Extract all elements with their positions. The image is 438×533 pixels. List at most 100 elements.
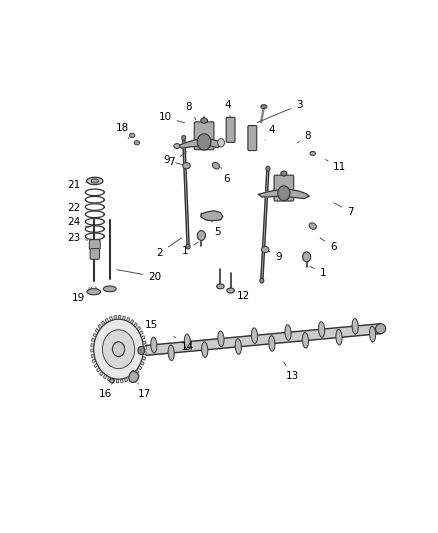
Text: 14: 14 <box>174 336 194 352</box>
Polygon shape <box>138 366 142 370</box>
Ellipse shape <box>87 289 101 295</box>
Ellipse shape <box>310 151 315 156</box>
Ellipse shape <box>269 336 275 351</box>
Polygon shape <box>142 357 145 360</box>
Ellipse shape <box>227 288 234 293</box>
Ellipse shape <box>87 177 103 184</box>
Text: 10: 10 <box>159 112 184 123</box>
FancyBboxPatch shape <box>226 117 235 142</box>
Polygon shape <box>258 189 309 199</box>
Polygon shape <box>139 331 143 335</box>
Polygon shape <box>112 378 114 382</box>
Ellipse shape <box>261 246 269 253</box>
Text: 22: 22 <box>67 203 86 213</box>
FancyBboxPatch shape <box>194 122 214 150</box>
Ellipse shape <box>375 324 386 334</box>
Ellipse shape <box>91 179 99 183</box>
Polygon shape <box>93 333 97 337</box>
Circle shape <box>218 139 225 147</box>
Text: 21: 21 <box>67 180 89 190</box>
FancyBboxPatch shape <box>248 126 257 150</box>
Polygon shape <box>98 325 102 329</box>
Polygon shape <box>120 379 123 383</box>
Text: 5: 5 <box>211 220 221 237</box>
Ellipse shape <box>134 141 140 145</box>
Text: 16: 16 <box>99 382 113 399</box>
Polygon shape <box>177 138 221 148</box>
Text: 4: 4 <box>265 125 276 140</box>
Ellipse shape <box>217 284 224 289</box>
Polygon shape <box>123 316 125 320</box>
Polygon shape <box>107 377 110 381</box>
Ellipse shape <box>261 104 267 109</box>
Polygon shape <box>261 168 269 281</box>
Text: 8: 8 <box>186 102 196 120</box>
Circle shape <box>278 186 290 200</box>
Text: 7: 7 <box>334 203 353 217</box>
Ellipse shape <box>201 118 208 123</box>
Polygon shape <box>103 374 107 379</box>
Ellipse shape <box>151 337 157 353</box>
Polygon shape <box>114 316 117 320</box>
Polygon shape <box>137 326 141 331</box>
Circle shape <box>260 278 264 283</box>
Text: 15: 15 <box>132 320 158 337</box>
Text: 4: 4 <box>225 100 231 121</box>
Polygon shape <box>143 341 146 344</box>
Text: 2: 2 <box>157 238 181 258</box>
Text: 18: 18 <box>115 123 129 139</box>
Circle shape <box>197 231 205 240</box>
Text: 6: 6 <box>221 167 230 184</box>
Polygon shape <box>92 359 96 363</box>
Ellipse shape <box>184 334 191 350</box>
Ellipse shape <box>174 143 180 149</box>
Circle shape <box>266 166 270 171</box>
Ellipse shape <box>352 319 358 334</box>
Polygon shape <box>134 322 138 327</box>
Ellipse shape <box>235 339 241 354</box>
Polygon shape <box>91 349 94 352</box>
Polygon shape <box>105 318 109 323</box>
Polygon shape <box>102 321 105 326</box>
Text: 24: 24 <box>67 217 89 227</box>
Text: 7: 7 <box>169 152 187 167</box>
Ellipse shape <box>212 163 219 169</box>
Ellipse shape <box>281 171 287 176</box>
Ellipse shape <box>110 379 114 383</box>
Polygon shape <box>132 373 136 377</box>
Ellipse shape <box>302 333 308 348</box>
Text: 6: 6 <box>320 238 336 252</box>
Circle shape <box>138 346 145 354</box>
Polygon shape <box>119 316 121 319</box>
FancyBboxPatch shape <box>90 248 99 260</box>
Text: 17: 17 <box>138 383 152 399</box>
Text: 1: 1 <box>182 242 198 256</box>
Ellipse shape <box>318 322 325 337</box>
Circle shape <box>182 135 186 140</box>
Polygon shape <box>94 364 98 368</box>
Polygon shape <box>97 368 100 372</box>
Polygon shape <box>143 352 146 355</box>
Polygon shape <box>92 338 95 342</box>
Ellipse shape <box>103 286 116 292</box>
Ellipse shape <box>201 342 208 358</box>
Polygon shape <box>100 372 103 376</box>
Polygon shape <box>201 211 223 221</box>
Circle shape <box>197 134 211 150</box>
Ellipse shape <box>336 329 342 345</box>
Ellipse shape <box>218 331 224 346</box>
Circle shape <box>303 252 311 262</box>
Circle shape <box>102 330 134 369</box>
Text: 23: 23 <box>67 233 88 244</box>
Polygon shape <box>116 379 119 383</box>
Polygon shape <box>91 344 94 347</box>
Polygon shape <box>110 317 113 321</box>
Polygon shape <box>91 354 95 358</box>
Polygon shape <box>127 317 130 322</box>
Polygon shape <box>141 336 145 340</box>
Polygon shape <box>145 324 381 356</box>
Text: 19: 19 <box>72 287 89 303</box>
Text: 9: 9 <box>267 250 282 262</box>
Ellipse shape <box>168 345 174 360</box>
Polygon shape <box>183 138 189 247</box>
